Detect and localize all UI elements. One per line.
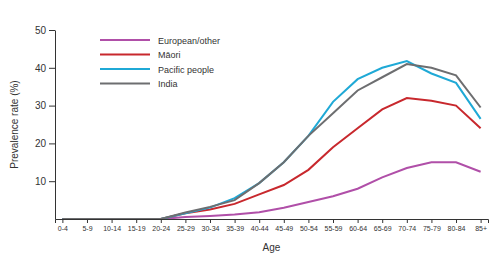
x-tick-label: 10-14 bbox=[103, 225, 121, 232]
x-tick: 35-39 bbox=[226, 219, 244, 232]
y-tick-mark bbox=[49, 181, 55, 182]
x-tick: 75-79 bbox=[423, 219, 441, 232]
x-tick-mark bbox=[431, 219, 432, 223]
y-axis-line bbox=[55, 31, 56, 220]
x-tick: 10-14 bbox=[103, 219, 121, 232]
legend-swatch bbox=[100, 68, 150, 70]
x-tick-label: 85+ bbox=[475, 225, 487, 232]
x-tick-mark bbox=[259, 219, 260, 223]
x-axis-line bbox=[56, 220, 489, 224]
y-tick-mark bbox=[49, 68, 55, 69]
plot-area: 10 20 30 40 50 0-4 5-9 10-14 15-19 20-24 25-29 30-3… bbox=[35, 25, 489, 232]
x-tick-mark bbox=[235, 219, 236, 223]
y-tick-label: 10 bbox=[35, 176, 47, 187]
x-tick: 30-34 bbox=[202, 219, 220, 232]
y-tick: 30 bbox=[35, 100, 55, 111]
lines bbox=[62, 61, 480, 219]
x-tick-label: 40-44 bbox=[251, 225, 269, 232]
series-line bbox=[62, 61, 480, 219]
legend-swatch bbox=[100, 39, 150, 41]
legend-item: India bbox=[100, 79, 178, 89]
x-tick-label: 25-29 bbox=[177, 225, 195, 232]
x-tick-mark bbox=[308, 219, 309, 223]
x-tick: 65-69 bbox=[374, 219, 392, 232]
x-tick-label: 0-4 bbox=[58, 225, 68, 232]
legend: European/other Māori Pacific people India bbox=[100, 36, 220, 90]
x-tick: 5-9 bbox=[82, 219, 92, 232]
y-tick: 40 bbox=[35, 63, 55, 74]
x-tick: 85+ bbox=[475, 219, 487, 232]
y-tick: 20 bbox=[35, 138, 55, 149]
x-tick-mark bbox=[161, 219, 162, 223]
x-tick-label: 5-9 bbox=[82, 225, 92, 232]
x-tick-label: 75-79 bbox=[423, 225, 441, 232]
y-tick: 10 bbox=[35, 176, 55, 187]
chart: 10 20 30 40 50 0-4 5-9 10-14 15-19 20-24 25-29 30-3… bbox=[0, 0, 500, 259]
x-tick-label: 35-39 bbox=[226, 225, 244, 232]
legend-swatch bbox=[100, 54, 150, 56]
x-tick-label: 15-19 bbox=[128, 225, 146, 232]
x-tick-mark bbox=[136, 219, 137, 223]
x-tick-label: 70-74 bbox=[398, 225, 416, 232]
x-tick: 60-64 bbox=[349, 219, 367, 232]
x-tick: 55-59 bbox=[325, 219, 343, 232]
x-tick-label: 20-24 bbox=[152, 225, 170, 232]
legend-item: Pacific people bbox=[100, 65, 214, 75]
y-tick-label: 40 bbox=[35, 63, 47, 74]
legend-label: Pacific people bbox=[158, 65, 214, 75]
y-axis-title: Prevalence rate (%) bbox=[9, 80, 20, 168]
x-axis: 0-4 5-9 10-14 15-19 20-24 25-29 30-34 35-39 40-4… bbox=[56, 219, 489, 232]
y-tick-mark bbox=[49, 106, 55, 107]
x-tick-mark bbox=[62, 219, 63, 223]
x-tick-label: 60-64 bbox=[349, 225, 367, 232]
x-tick-mark bbox=[358, 219, 359, 223]
x-tick-label: 80-84 bbox=[448, 225, 466, 232]
x-tick: 20-24 bbox=[152, 219, 170, 232]
legend-label: Māori bbox=[158, 50, 181, 60]
x-axis-title: Age bbox=[263, 242, 281, 253]
legend-item: Māori bbox=[100, 50, 181, 60]
x-tick-mark bbox=[481, 219, 482, 223]
x-tick-mark bbox=[456, 219, 457, 223]
x-tick: 40-44 bbox=[251, 219, 269, 232]
x-tick: 0-4 bbox=[58, 219, 68, 232]
series-line bbox=[62, 98, 480, 219]
x-tick: 45-49 bbox=[275, 219, 293, 232]
x-tick: 50-54 bbox=[300, 219, 318, 232]
x-tick-label: 50-54 bbox=[300, 225, 318, 232]
x-tick: 15-19 bbox=[128, 219, 146, 232]
x-tick-mark bbox=[185, 219, 186, 223]
y-tick-mark bbox=[49, 143, 55, 144]
x-tick: 25-29 bbox=[177, 219, 195, 232]
x-tick-mark bbox=[112, 219, 113, 223]
x-tick-mark bbox=[333, 219, 334, 223]
x-tick-label: 30-34 bbox=[202, 225, 220, 232]
x-tick: 70-74 bbox=[398, 219, 416, 232]
x-tick-mark bbox=[87, 219, 88, 223]
legend-label: European/other bbox=[158, 36, 220, 46]
x-tick-mark bbox=[407, 219, 408, 223]
y-tick-label: 30 bbox=[35, 100, 47, 111]
series-line bbox=[62, 64, 480, 219]
y-tick-mark bbox=[49, 30, 55, 31]
x-tick-label: 55-59 bbox=[325, 225, 343, 232]
legend-swatch bbox=[100, 83, 150, 85]
x-tick-mark bbox=[382, 219, 383, 223]
legend-item: European/other bbox=[100, 36, 220, 46]
y-tick-label: 50 bbox=[35, 25, 47, 36]
y-tick: 50 bbox=[35, 25, 55, 36]
x-tick-label: 65-69 bbox=[374, 225, 392, 232]
x-tick-label: 45-49 bbox=[275, 225, 293, 232]
x-tick-mark bbox=[210, 219, 211, 223]
y-tick-label: 20 bbox=[35, 138, 47, 149]
x-tick: 80-84 bbox=[448, 219, 466, 232]
legend-label: India bbox=[158, 79, 178, 89]
y-axis: 10 20 30 40 50 bbox=[35, 25, 56, 220]
x-tick-mark bbox=[284, 219, 285, 223]
